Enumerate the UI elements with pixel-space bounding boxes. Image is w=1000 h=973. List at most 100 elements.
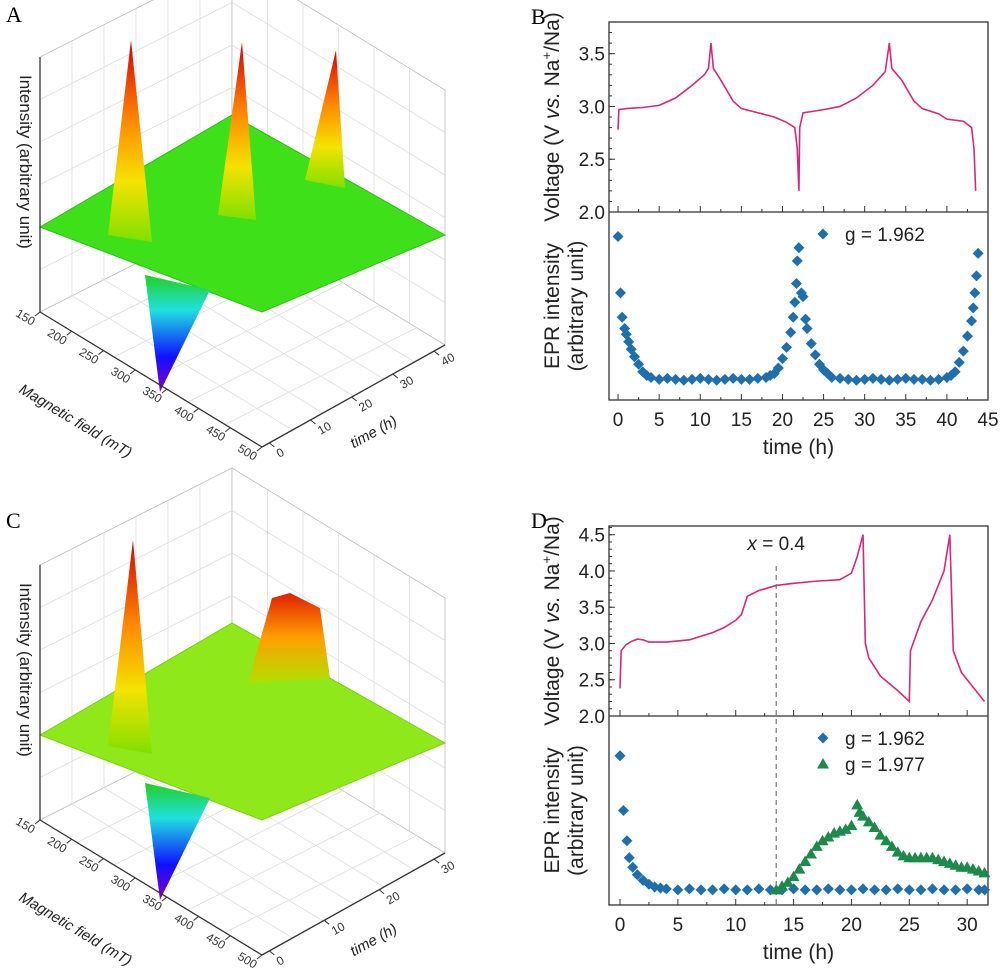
epr-data-point bbox=[628, 351, 640, 363]
epr-data-point bbox=[826, 371, 838, 383]
y-tick-label: 3.5 bbox=[579, 598, 605, 619]
epr-data-point bbox=[908, 373, 920, 385]
epr-data-point bbox=[614, 750, 626, 762]
epr-data-point bbox=[933, 373, 945, 385]
epr-data-point bbox=[979, 884, 991, 896]
epr-data-point bbox=[839, 823, 852, 834]
epr-data-point bbox=[770, 883, 783, 895]
epr-data-point bbox=[973, 884, 985, 896]
x-tick-label: 300 bbox=[108, 364, 133, 386]
y-tick-label: 3.5 bbox=[579, 45, 605, 66]
annotation-var: x bbox=[746, 534, 758, 555]
label-part: /Na) bbox=[541, 516, 564, 556]
x-tick-label: 150 bbox=[13, 814, 38, 836]
epr-data-point bbox=[938, 884, 950, 896]
floor-grid-line bbox=[187, 304, 381, 403]
label-part: Na bbox=[541, 59, 564, 92]
epr-data-point bbox=[822, 830, 835, 842]
epr-data-point bbox=[660, 883, 672, 895]
legend-label: g = 1.962 bbox=[845, 225, 925, 246]
wall-grid-line bbox=[231, 2, 446, 133]
label-part: vs. bbox=[541, 596, 564, 623]
epr-data-point bbox=[857, 810, 870, 821]
peak bbox=[108, 540, 152, 754]
epr-data-point bbox=[880, 884, 892, 896]
peak bbox=[248, 593, 330, 683]
epr-data-point bbox=[790, 277, 802, 289]
epr-data-point bbox=[623, 852, 635, 864]
epr-data-point bbox=[683, 883, 695, 895]
x-tick-label: 20 bbox=[841, 915, 862, 936]
x-tick-label: 300 bbox=[108, 872, 133, 894]
y-tick-label: 2.5 bbox=[579, 150, 605, 171]
epr-data-point bbox=[834, 372, 846, 384]
epr-data-point bbox=[845, 819, 858, 831]
epr-data-point bbox=[730, 884, 742, 896]
x-tick bbox=[98, 350, 104, 355]
x-tick bbox=[98, 858, 104, 863]
epr-data-point bbox=[891, 846, 904, 857]
x-tick bbox=[34, 819, 41, 825]
epr-data-point bbox=[793, 242, 805, 254]
epr-data-point bbox=[851, 798, 864, 810]
x-tick-label: 20 bbox=[772, 410, 793, 431]
x-tick-label: 10 bbox=[725, 915, 746, 936]
epr-data-point bbox=[916, 373, 928, 385]
peak bbox=[108, 40, 152, 242]
epr-data-point bbox=[810, 840, 823, 851]
y-tick-label: 40 bbox=[439, 350, 458, 369]
x-tick bbox=[129, 877, 136, 883]
x-tick-label: 15 bbox=[783, 915, 804, 936]
epr-data-point bbox=[953, 356, 965, 368]
epr-data-point bbox=[915, 884, 927, 896]
label-part: vs. bbox=[541, 92, 564, 119]
legend-marker bbox=[817, 228, 829, 240]
x-tick bbox=[66, 330, 73, 336]
epr-data-point bbox=[967, 302, 979, 314]
epr-data-point bbox=[694, 372, 706, 384]
wall-grid-line bbox=[231, 510, 446, 641]
epr-data-point bbox=[616, 311, 628, 323]
x-axis-label: time (h) bbox=[763, 436, 834, 459]
epr-data-point bbox=[924, 374, 936, 386]
epr-data-point bbox=[868, 821, 881, 833]
y-tick-label: 0 bbox=[274, 445, 287, 461]
plot-frame bbox=[608, 21, 989, 401]
negative-peak bbox=[145, 275, 210, 392]
epr-data-point bbox=[686, 373, 698, 385]
y-tick-label: 10 bbox=[315, 419, 334, 438]
epr-data-point bbox=[735, 373, 747, 385]
y-tick-label: 0 bbox=[274, 953, 287, 969]
y-tick bbox=[392, 373, 399, 379]
peak bbox=[218, 42, 256, 220]
x-tick-label: 5 bbox=[654, 410, 665, 431]
y-tick bbox=[323, 919, 330, 925]
x-tick-label: 45 bbox=[977, 410, 998, 431]
epr-data-point bbox=[799, 855, 812, 867]
epr-data-point bbox=[744, 373, 756, 385]
y-axis-line bbox=[261, 344, 446, 448]
epr-data-point bbox=[957, 345, 969, 357]
epr-data-point bbox=[793, 863, 806, 874]
epr-data-point bbox=[719, 373, 731, 385]
x-axis-line bbox=[39, 311, 263, 448]
y-axis-label: time (h) bbox=[347, 921, 400, 961]
y-tick-label: 20 bbox=[384, 888, 403, 907]
epr-data-point bbox=[633, 358, 645, 370]
epr-data-point bbox=[949, 366, 961, 378]
epr-data-point bbox=[678, 374, 690, 386]
y-tick-label: 4.0 bbox=[579, 562, 605, 583]
x-tick-label: 30 bbox=[957, 915, 978, 936]
legend-label: g = 1.977 bbox=[845, 755, 925, 776]
x-axis-label: Magnetic field (mT) bbox=[16, 381, 135, 462]
epr-data-point bbox=[799, 884, 811, 896]
label-superscript: + bbox=[539, 52, 554, 60]
x-tick bbox=[34, 311, 41, 317]
x-tick bbox=[193, 916, 199, 921]
legend-marker bbox=[817, 758, 829, 769]
epr-data-point bbox=[661, 372, 673, 384]
x-tick-label: 200 bbox=[45, 834, 70, 856]
epr-data-point bbox=[961, 883, 973, 895]
voltage-line bbox=[617, 42, 977, 191]
